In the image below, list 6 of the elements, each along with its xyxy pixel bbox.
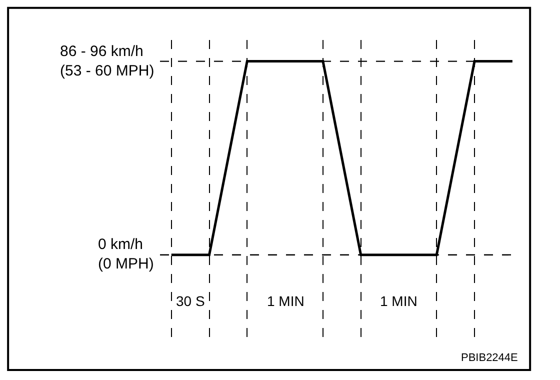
text: 1 MIN [380, 293, 418, 309]
ref-line-label: 86 - 96 km/h (53 - 60 MPH) [60, 43, 154, 80]
text: 1 MIN [267, 293, 304, 309]
text: 30 S [176, 293, 205, 309]
ref-line-label: 0 km/h (0 MPH) [98, 236, 154, 272]
text: PBIB2244E [461, 352, 518, 364]
